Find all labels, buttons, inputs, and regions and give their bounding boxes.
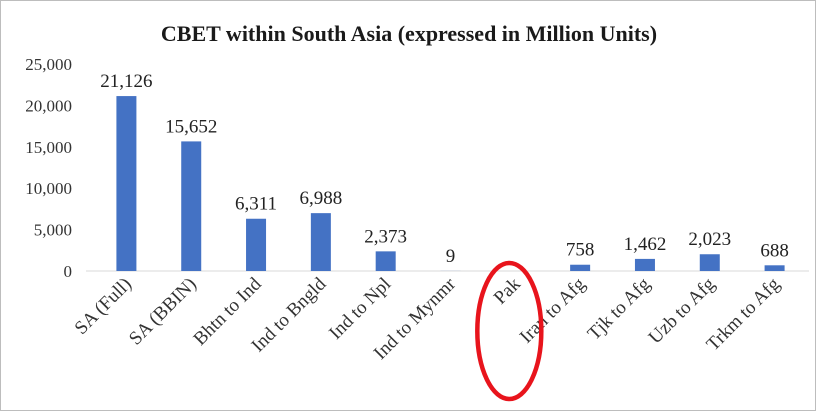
data-labels: 21,126 15,652 6,311 6,988 2,373 9 758 1,462 2,02… [100,71,789,267]
data-label: 9 [446,246,456,267]
x-tick-label: SA (Full) [71,274,136,339]
y-tick-label: 15,000 [25,138,72,157]
data-label: 15,652 [165,116,217,137]
data-label: 2,023 [688,229,731,250]
x-tick-label: SA (BBIN) [125,274,201,350]
bar [765,265,785,271]
chart-title: CBET within South Asia (expressed in Mil… [161,21,657,46]
y-tick-label: 25,000 [25,55,72,74]
y-axis-ticks: 0 5,000 10,000 15,000 20,000 25,000 [25,55,72,281]
bar [635,259,655,271]
data-label: 21,126 [100,71,152,92]
y-tick-label: 0 [64,262,73,281]
bar [181,141,201,271]
bar [116,96,136,271]
data-label: 6,988 [299,188,342,209]
bar [570,265,590,271]
bar [311,213,331,271]
data-label: 758 [566,240,595,261]
x-tick-label: Iran to Afg [516,273,590,347]
x-tick-label: Pak [490,273,525,308]
bar [246,219,266,271]
bar [700,254,720,271]
data-label: 6,311 [235,194,277,215]
data-label: 2,373 [364,226,407,247]
bar [376,251,396,271]
y-tick-label: 20,000 [25,96,72,115]
data-label: 1,462 [624,234,667,255]
y-tick-label: 10,000 [25,179,72,198]
data-label: 688 [760,240,789,261]
y-tick-label: 5,000 [34,221,72,240]
